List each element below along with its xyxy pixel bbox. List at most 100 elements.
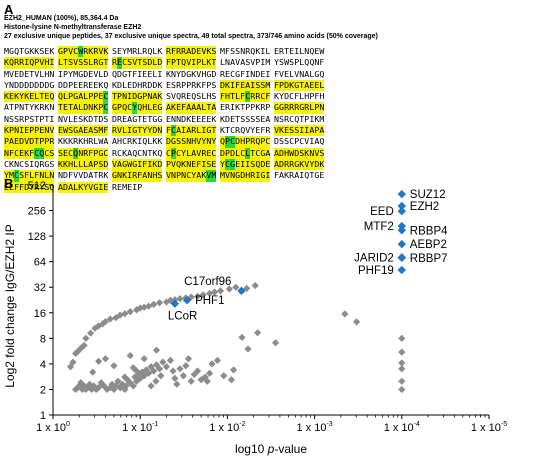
data-point (352, 318, 361, 326)
sequence-row: ATPNTYKRKN TETALDNKPC GPQCYQHLEG AKEFAAALTA… (4, 102, 550, 114)
x-axis-label: log10 p-value (235, 442, 307, 456)
data-point (126, 308, 134, 316)
data-point (169, 367, 177, 375)
sequence-block-segment: MFSSNRQKIL (220, 46, 272, 56)
data-point (166, 356, 175, 364)
data-point (155, 299, 164, 307)
sequence-row: NFCEKFCQCS SECQNRFPGC RCKAQCNTKQ CPCYLAVREC… (4, 147, 550, 159)
sequence-block-segment: SVQREQSLHS (166, 91, 218, 102)
scatter-chart: 1 2 4 8 16 32 64 128 256 512 1 x 100 1 x 10-1 1 x 10… (3, 180, 507, 456)
sequence-block-segment: RCKAQCNTKQ (112, 147, 164, 158)
sequence-block-segment: RECSVTSDLD (112, 57, 164, 69)
sequence-block-segment: PVQKNEFISE (166, 158, 218, 171)
sequence-row: KQRRIQPVHI LTSVSSLRGT RECSVTSDLD FPTQVIPLKT… (4, 57, 550, 69)
data-point (238, 333, 246, 342)
sequence-row: MVEDETVLHN IPYMGDEVLD QDGTFIEELI KNYDGKVHGD… (4, 69, 550, 80)
sequence-block-segment: LNAVASVPIM (220, 57, 272, 68)
y-tick-label: 128 (28, 231, 46, 243)
sequence-block-segment: GNKIRFANHS (112, 170, 164, 182)
sequence-row: KPNIEPPENV EWSGAEASMF RVLIGTYYDN FCAIARLIGT… (4, 125, 550, 137)
y-tick-label: 1 (40, 410, 46, 422)
sequence-block-segment: KKKRKHRLWA (58, 136, 110, 147)
y-tick-label: 256 (28, 206, 46, 218)
sequence-block-segment: DSSCPCVIAQ (274, 136, 326, 147)
sequence-block-segment: KEKYKELTEQ (4, 91, 56, 103)
data-point (254, 329, 262, 337)
x-tick-label: 1 x 10-2 (209, 421, 245, 434)
data-point (220, 372, 228, 380)
protein-name: EZH2_HUMAN (100%), 85,364.4 Da (4, 15, 119, 22)
point-label: JARID2 (354, 252, 394, 264)
data-point (173, 380, 181, 388)
sequence-block-segment: DPDLCLTCGA (220, 147, 272, 159)
sequence-block-segment: MVNGDHRIGI (220, 170, 272, 182)
x-tick-label: 1 x 10-4 (384, 421, 420, 434)
sequence-block-segment: KDLEDHRDDK (112, 79, 164, 90)
sequence-block-segment: GPVCWRKRVK (58, 46, 110, 58)
sequence-block-segment: KDETSSSSEA (220, 113, 272, 124)
coverage-summary: 27 exclusive unique peptides, 37 exclusi… (4, 33, 378, 40)
highlighted-point (170, 299, 180, 308)
data-point (251, 281, 259, 290)
sequence-block-segment: TETALDNKPC (58, 102, 110, 114)
protein-header: EZH2_HUMAN (100%), 85,364.4 Da Histone-l… (4, 14, 378, 41)
y-tick-label: 32 (34, 282, 46, 294)
data-point (398, 385, 406, 394)
y-tick-label: 2 (40, 384, 46, 396)
sequence-row: YMCSFLFNLN NDFVVDATRK GNKIRFANHS VNPNCYAKVM… (4, 170, 550, 182)
data-point (227, 376, 235, 384)
point-label: RBBP7 (410, 253, 448, 265)
sequence-block-segment: RFRRADEVKS (166, 46, 218, 58)
sequence-row: ELFFDYRYSQ ADALKYVGIE REMEIP (4, 181, 550, 193)
data-point (272, 339, 280, 347)
sequence-block-segment: NVLESKDTDS (58, 113, 110, 124)
sequence-block-segment: KTCRQVYEFR (220, 125, 272, 136)
data-point (206, 289, 214, 298)
data-point (229, 366, 238, 374)
y-axis-label: Log2 fold change IgG/EZH2 IP (3, 224, 17, 387)
data-point (94, 357, 103, 365)
sequence-block-segment: NFCEKFCQCS (4, 147, 56, 159)
sequence-block-segment: EWSGAEASMF (58, 125, 110, 137)
sequence-block-segment: YSWSPLQQNF (274, 57, 326, 68)
data-point (106, 384, 114, 392)
sequence-block-segment: YCGEIISQDE (220, 158, 272, 171)
sequence-block-segment: SECQNRFPGC (58, 147, 110, 159)
sequence-block-segment: ATPNTYKRKN (4, 102, 56, 113)
sequence-row: NSSRPSTPTI NVLESKDTDS DREAGTETGG ENNDKEEEEK… (4, 114, 550, 125)
sequence-block-segment: ADHWDSKNVS (274, 147, 326, 159)
highlighted-point (182, 296, 192, 305)
panel-a-label: A (4, 2, 14, 17)
data-point (179, 372, 187, 380)
sequence-block-segment: DKIFEAISSM (220, 79, 272, 92)
sequence-block-segment: IPYMGDEVLD (58, 68, 110, 79)
highlighted-point (397, 239, 406, 249)
sequence-block-segment: DGSSNHVYNY (166, 136, 218, 148)
point-label: EED (370, 206, 394, 218)
sequence-block-segment: FAKRAIQTGE (274, 170, 326, 181)
data-point (398, 365, 406, 373)
data-point (118, 380, 127, 388)
sequence-block-segment: ELFFDYRYSQ (4, 181, 56, 193)
y-tick-label: 64 (34, 257, 46, 269)
sequence-block-segment: YMCSFLFNLN (4, 170, 56, 182)
data-point (193, 292, 202, 300)
highlighted-point (397, 206, 406, 216)
data-point (114, 377, 122, 385)
sequence-row: YNDDDDDDDG DDPEEREEKQ KDLEDHRDDK ESRPPRKFPS… (4, 79, 550, 92)
data-point (208, 360, 216, 368)
highlighted-point (237, 286, 246, 296)
sequence-row: PAEDVDTPPR KKKRKHRLWA AHCRKIQLKK DGSSNHVYNY… (4, 136, 550, 148)
protein-description: Histone-lysine N-methyltransferase EZH2 (4, 24, 142, 31)
sequence-block-segment: GPQCYQHLEG (112, 102, 164, 114)
sequence-row: CKNCSIQRGS KKHLLLAPSD VAGWGIFIKD PVQKNEFISE… (4, 158, 550, 171)
sequence-coverage-block: MGQTGKKSEK GPVCWRKRVK SEYMRLRQLK RFRRADEVKS… (4, 46, 550, 193)
data-point (203, 377, 211, 385)
sequence-block-segment: ERTEILNQEW (274, 46, 326, 56)
data-point (92, 385, 100, 394)
sequence-row: KEKYKELTEQ QLPGALPPEC TPNIDGPNAK SVQREQSLHS… (4, 91, 550, 103)
sequence-block-segment: YNDDDDDDDG (4, 79, 56, 90)
sequence-row: MGQTGKKSEK GPVCWRKRVK SEYMRLRQLK RFRRADEVKS… (4, 46, 550, 58)
sequence-block-segment: AHCRKIQLKK (112, 136, 164, 147)
data-point (132, 377, 141, 385)
